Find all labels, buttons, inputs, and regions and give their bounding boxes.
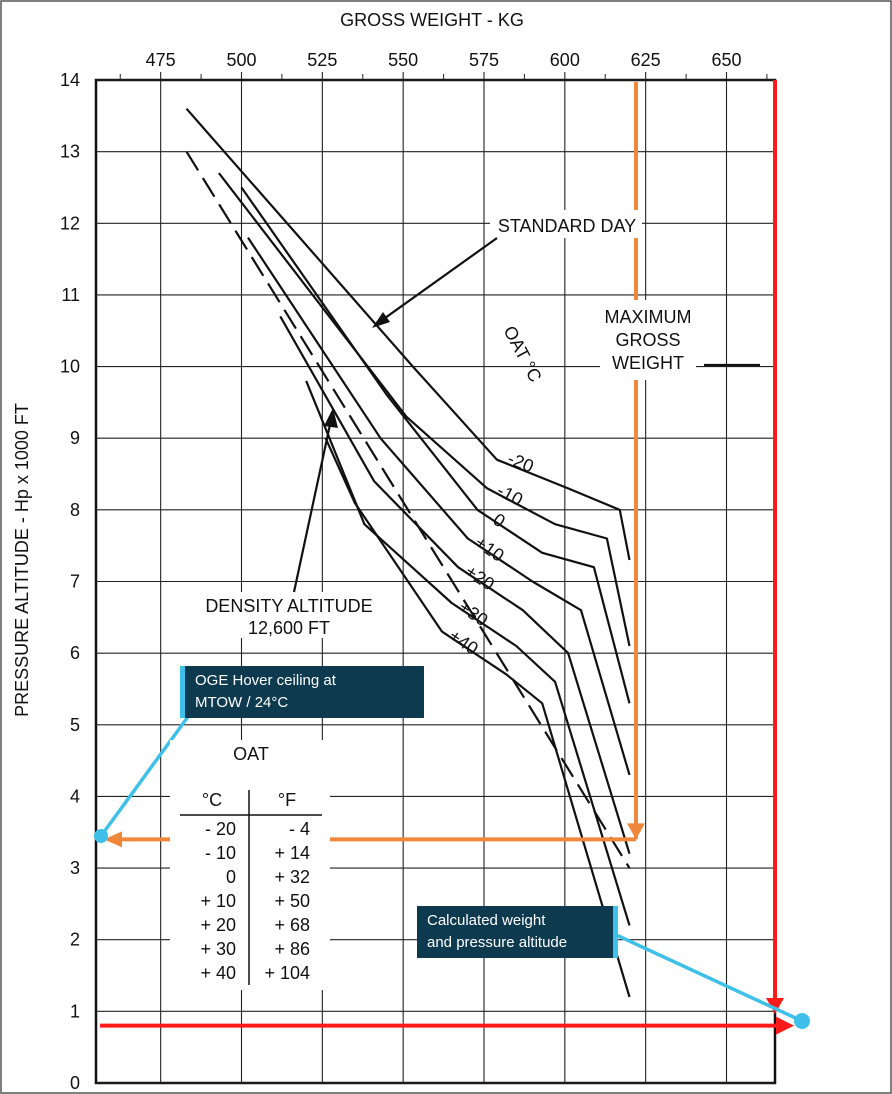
oat-header-c: °C <box>202 790 222 810</box>
series-line-oat-0 <box>240 186 631 704</box>
calc-callout: Calculated weight and pressure altitude <box>417 906 618 958</box>
oat-cell-f: + 86 <box>274 939 310 959</box>
y-tick-label: 4 <box>70 786 80 806</box>
x-tick-label: 575 <box>469 50 499 70</box>
x-tick-label: 650 <box>711 50 741 70</box>
mgw-label-bg <box>600 300 696 380</box>
oat-cell-f: - 4 <box>289 819 310 839</box>
y-tick-label: 12 <box>60 213 80 233</box>
oat-header-f: °F <box>278 790 296 810</box>
calc-callout-dot <box>794 1013 810 1029</box>
y-tick-label: 13 <box>60 142 80 162</box>
tick-labels: 475 500 525 550 575 600 625 6500123456789101112… <box>60 50 742 1093</box>
standard-day-label: STANDARD DAY <box>498 216 636 236</box>
series-line-oat-minus10 <box>218 172 631 647</box>
density-altitude-leader <box>292 419 333 593</box>
ogw-arrowhead <box>104 831 122 848</box>
ogw-callout-connector <box>99 712 192 838</box>
calc-callout-connector <box>611 931 803 1023</box>
standard-day-bg <box>490 210 642 238</box>
oat-cell-f: + 32 <box>274 867 310 887</box>
ogw-callout: OGE Hover ceiling at MTOW / 24°C <box>180 666 424 718</box>
oat-cell-f: + 68 <box>274 915 310 935</box>
red-down-arrowhead <box>766 998 784 1014</box>
oat-cell-f: + 104 <box>264 963 310 983</box>
series-line-oat-plus20 <box>279 315 631 855</box>
y-axis-title: PRESSURE ALTITUDE - Hp x 1000 FT <box>12 403 32 717</box>
y-tick-label: 11 <box>61 285 80 305</box>
x-tick-label: 475 <box>146 50 176 70</box>
y-tick-label: 2 <box>70 930 80 950</box>
red-right-arrowhead <box>776 1016 794 1035</box>
y-tick-label: 8 <box>70 500 80 520</box>
calc-callout-line-1: Calculated weight <box>427 912 546 929</box>
y-tick-label: 0 <box>70 1073 80 1093</box>
series-line-oat-plus40 <box>324 437 631 998</box>
y-tick-label: 6 <box>70 643 80 663</box>
oat-cell-c: 0 <box>226 867 236 887</box>
oat-cell-c: + 40 <box>200 963 236 983</box>
oat-cell-f: + 14 <box>274 843 310 863</box>
calc-callout-line-2: and pressure altitude <box>427 934 568 951</box>
oat-cell-c: + 10 <box>200 891 236 911</box>
oat-table-bg <box>170 740 330 990</box>
oat-table: OAT °C °F - 20 - 4 - 10 + 14 0 + 32 + 10 + 50 + 20 +… <box>170 740 330 990</box>
density-altitude-line: 12,600 FT <box>248 618 330 638</box>
ogw-callout-line-2: MTOW / 24°C <box>195 694 289 711</box>
oat-table-title: OAT <box>233 744 269 764</box>
mgw-arrowhead <box>626 823 645 840</box>
y-tick-label: 14 <box>60 70 80 90</box>
series-line-oat-plus10 <box>247 236 631 776</box>
oat-cell-c: - 10 <box>205 843 236 863</box>
ogw-callout-line-1: OGE Hover ceiling at <box>195 672 336 689</box>
mgw-label-line: WEIGHT <box>612 353 684 373</box>
x-tick-label: 600 <box>550 50 580 70</box>
oat-cell-f: + 50 <box>274 891 310 911</box>
density-label-bg <box>196 592 382 638</box>
mgw-label-line: GROSS <box>615 330 680 350</box>
density-altitude-line: DENSITY ALTITUDE <box>205 596 372 616</box>
x-tick-label: 550 <box>388 50 418 70</box>
density-altitude-arrowhead <box>324 408 338 428</box>
standard-day-arrowhead <box>372 312 390 328</box>
standard-day-leader <box>377 237 498 324</box>
y-tick-label: 9 <box>70 428 80 448</box>
y-tick-label: 1 <box>70 1001 80 1021</box>
y-tick-label: 10 <box>60 357 80 377</box>
oat-cell-c: + 30 <box>200 939 236 959</box>
oat-cell-c: + 20 <box>200 915 236 935</box>
y-tick-label: 7 <box>70 572 80 592</box>
y-tick-label: 3 <box>70 858 80 878</box>
x-tick-label: 525 <box>307 50 337 70</box>
standard-day-line <box>185 151 631 869</box>
ogw-callout-dot <box>94 829 108 843</box>
x-axis-title: GROSS WEIGHT - KG <box>340 10 524 30</box>
x-tick-label: 500 <box>226 50 256 70</box>
y-tick-label: 5 <box>70 715 80 735</box>
x-tick-label: 625 <box>631 50 661 70</box>
oat-cell-c: - 20 <box>205 819 236 839</box>
mgw-label-line: MAXIMUM <box>605 307 692 327</box>
